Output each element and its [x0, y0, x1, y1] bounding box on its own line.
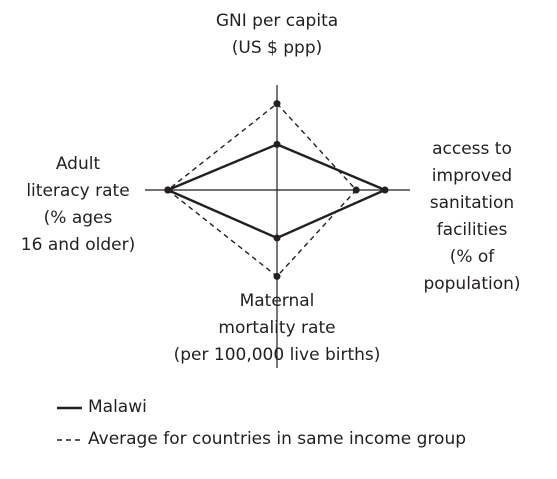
axis-label: GNI per capita (US $ ppp) [215, 11, 339, 58]
axis-label: Maternal mortality rate (per 100,000 liv… [173, 291, 381, 365]
point [273, 234, 281, 242]
point [273, 100, 281, 108]
point [273, 140, 281, 148]
legend-label: Malawi [88, 397, 147, 417]
point [273, 272, 281, 280]
point [381, 186, 389, 194]
axis-label: access to improved sanitation facilities… [423, 139, 521, 294]
point [164, 186, 172, 194]
axis-label: Adult literacy rate (% ages 16 and older… [20, 154, 136, 255]
legend-label: Average for countries in same income gro… [88, 429, 467, 449]
point [352, 186, 360, 194]
